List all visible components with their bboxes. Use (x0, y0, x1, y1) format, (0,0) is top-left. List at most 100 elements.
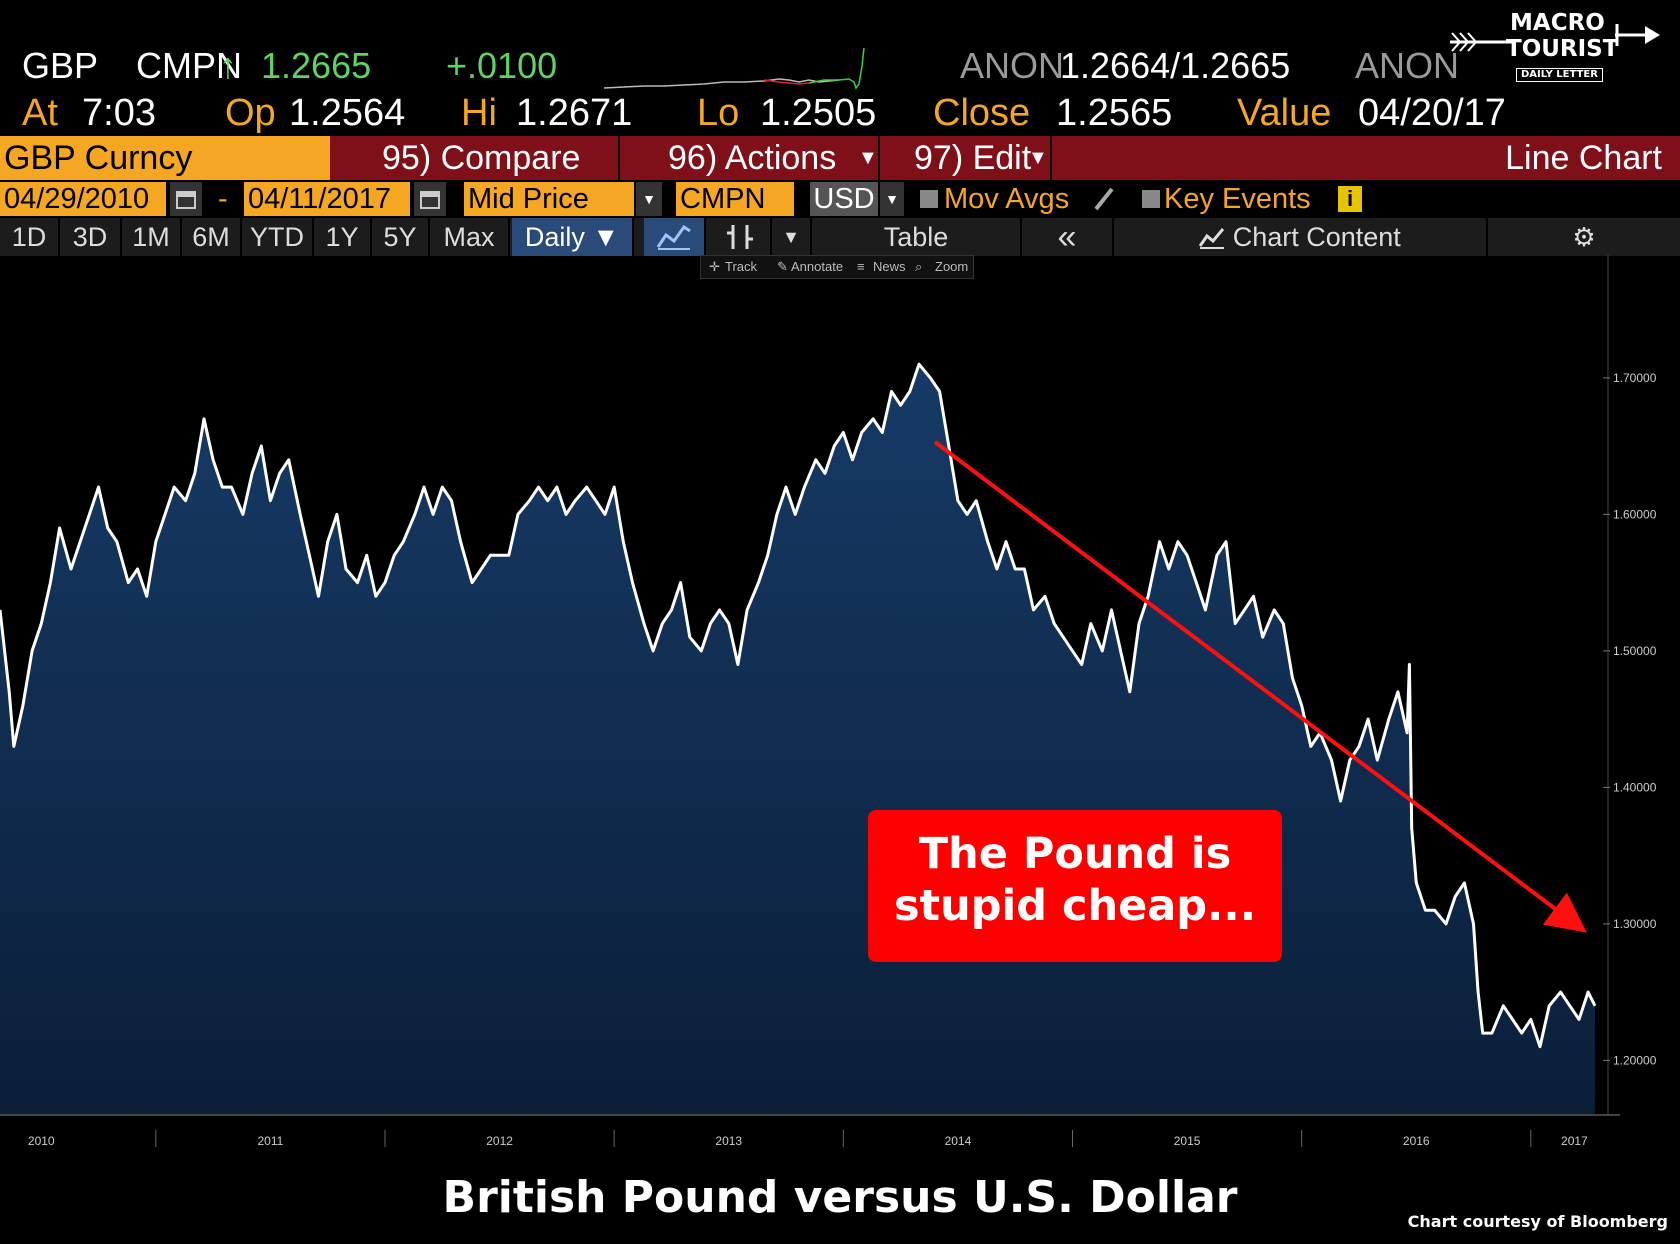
y-tick-label: 1.50000 (1613, 644, 1657, 658)
y-tick-label: 1.70000 (1613, 371, 1657, 385)
x-tick-label: 2014 (945, 1134, 972, 1148)
period-6m[interactable]: 6M (182, 218, 242, 256)
currency-dropdown-icon[interactable]: ▼ (880, 182, 904, 216)
news-icon[interactable]: ≡ (857, 259, 865, 274)
high-price: 1.2671 (516, 92, 633, 134)
chart-credit: Chart courtesy of Bloomberg (1407, 1212, 1668, 1231)
time-label: At (22, 92, 58, 134)
pricing-source-field[interactable]: CMPN (676, 182, 794, 216)
trend-arrow (933, 440, 1587, 933)
close-label: Close (933, 92, 1031, 134)
collapse-icon[interactable]: « (1022, 218, 1114, 256)
actions-dropdown-icon[interactable]: ▼ (858, 147, 878, 169)
mov-avgs-checkbox[interactable] (920, 190, 938, 208)
x-tick-label: 2011 (258, 1134, 284, 1148)
pencil-icon[interactable] (1092, 187, 1114, 211)
period-1m[interactable]: 1M (122, 218, 182, 256)
track-icon[interactable]: ✛ (709, 259, 720, 274)
callout-line-2: stupid cheap... (893, 881, 1257, 931)
compare-button[interactable]: 95) Compare (382, 139, 581, 177)
x-tick-label: 2010 (28, 1134, 55, 1148)
table-button[interactable]: Table (812, 218, 1022, 256)
track-button[interactable]: Track (725, 259, 758, 274)
ticker-symbol: GBP (22, 45, 99, 86)
security-field[interactable]: GBP Curncy (0, 136, 330, 180)
price-chart[interactable]: 1.70000 1.60000 1.50000 1.40000 1.30000 1.200… (0, 255, 1680, 1155)
high-label: Hi (461, 92, 497, 134)
currency-select[interactable]: USD (810, 182, 878, 216)
last-price: 1.2665 (261, 45, 372, 86)
news-button[interactable]: News (873, 259, 906, 274)
y-tick-label: 1.40000 (1613, 780, 1657, 794)
close-price: 1.2565 (1056, 92, 1173, 134)
period-ytd[interactable]: YTD (242, 218, 314, 256)
period-1d[interactable]: 1D (0, 218, 60, 256)
bar-chart-icon[interactable] (710, 218, 772, 256)
date-range-row: 04/29/2010 - 04/11/2017 Mid Price ▼ CMPN… (0, 182, 1680, 216)
zoom-button[interactable]: Zoom (935, 259, 969, 274)
period-5y[interactable]: 5Y (372, 218, 430, 256)
x-tick-label: 2012 (486, 1134, 513, 1148)
price-series-line (0, 362, 1597, 1049)
period-max[interactable]: Max (430, 218, 510, 256)
y-tick-label: 1.60000 (1613, 507, 1657, 521)
pricing-source: CMPN (136, 45, 242, 86)
net-change: +.0100 (446, 45, 558, 86)
x-tick-label: 2013 (715, 1134, 742, 1148)
start-date-input[interactable]: 04/29/2010 (0, 182, 166, 216)
y-tick-label: 1.20000 (1613, 1053, 1657, 1067)
date-separator: - (218, 183, 228, 215)
bid-ask: 1.2664/1.2665 (1060, 45, 1291, 86)
settings-gear-icon[interactable]: ⚙ (1572, 222, 1596, 252)
ask-source: ANON (1355, 45, 1460, 86)
annotation-callout: The Pound is stupid cheap... (868, 810, 1282, 962)
end-date-input[interactable]: 04/11/2017 (244, 182, 410, 216)
low-label: Lo (697, 92, 740, 134)
line-chart-icon[interactable] (644, 218, 706, 256)
actions-menu[interactable]: 96) Actions (668, 139, 837, 177)
end-calendar-icon[interactable] (414, 182, 446, 216)
chart-caption: British Pound versus U.S. Dollar (442, 1172, 1238, 1223)
mov-avgs-label: Mov Avgs (944, 183, 1070, 215)
function-toolbar: GBP Curncy 95) Compare 96) Actions ▼ 97)… (0, 136, 1680, 180)
x-tick-label: 2017 (1561, 1134, 1588, 1148)
open-price: 1.2564 (289, 92, 406, 134)
chart-content-button[interactable]: Chart Content (1114, 218, 1488, 256)
value-label: Value (1237, 92, 1332, 134)
annotate-icon[interactable]: ✎ (777, 259, 788, 274)
chart-mini-toolbar: ✛ Track ✎ Annotate ≡ News ⌕ Zoom (700, 255, 974, 279)
chart-content-label: Chart Content (1232, 222, 1401, 252)
period-1y[interactable]: 1Y (314, 218, 372, 256)
price-field-dropdown-icon[interactable]: ▼ (636, 182, 662, 216)
key-events-label: Key Events (1164, 183, 1311, 215)
intraday-sparkline (604, 47, 865, 90)
arrow-head-icon (1615, 24, 1660, 46)
y-tick-label: 1.30000 (1613, 917, 1657, 931)
open-label: Op (225, 92, 276, 134)
chart-style-dropdown-icon[interactable]: ▼ (772, 218, 812, 256)
period-toolbar: 1D 3D 1M 6M YTD 1Y 5Y Max Daily ▼ ▼ Tabl… (0, 218, 1680, 256)
chart-type-label: Line Chart (1505, 139, 1662, 177)
edit-dropdown-icon[interactable]: ▼ (1028, 147, 1048, 169)
value-date: 04/20/17 (1358, 92, 1506, 134)
x-tick-label: 2015 (1174, 1134, 1201, 1148)
info-icon[interactable]: i (1338, 186, 1362, 212)
arrow-fletching-icon (1450, 32, 1512, 52)
chart-content-icon (1198, 228, 1225, 249)
price-field-select[interactable]: Mid Price (464, 182, 634, 216)
macro-tourist-logo: MACRO TOURIST DAILY LETTER (1450, 8, 1660, 88)
annotate-button[interactable]: Annotate (791, 259, 844, 274)
key-events-checkbox[interactable] (1142, 190, 1160, 208)
period-3d[interactable]: 3D (60, 218, 122, 256)
low-price: 1.2505 (760, 92, 877, 134)
x-tick-label: 2016 (1403, 1134, 1430, 1148)
edit-menu[interactable]: 97) Edit (914, 139, 1032, 177)
bid-source: ANON (960, 45, 1065, 86)
start-calendar-icon[interactable] (170, 182, 202, 216)
up-arrow-icon: ↑ (219, 45, 237, 86)
callout-line-1: The Pound is (918, 829, 1232, 879)
area-fill (0, 364, 1595, 1115)
zoom-icon[interactable]: ⌕ (915, 259, 923, 274)
quote-time: 7:03 (82, 92, 156, 134)
frequency-select[interactable]: Daily ▼ (512, 218, 634, 256)
